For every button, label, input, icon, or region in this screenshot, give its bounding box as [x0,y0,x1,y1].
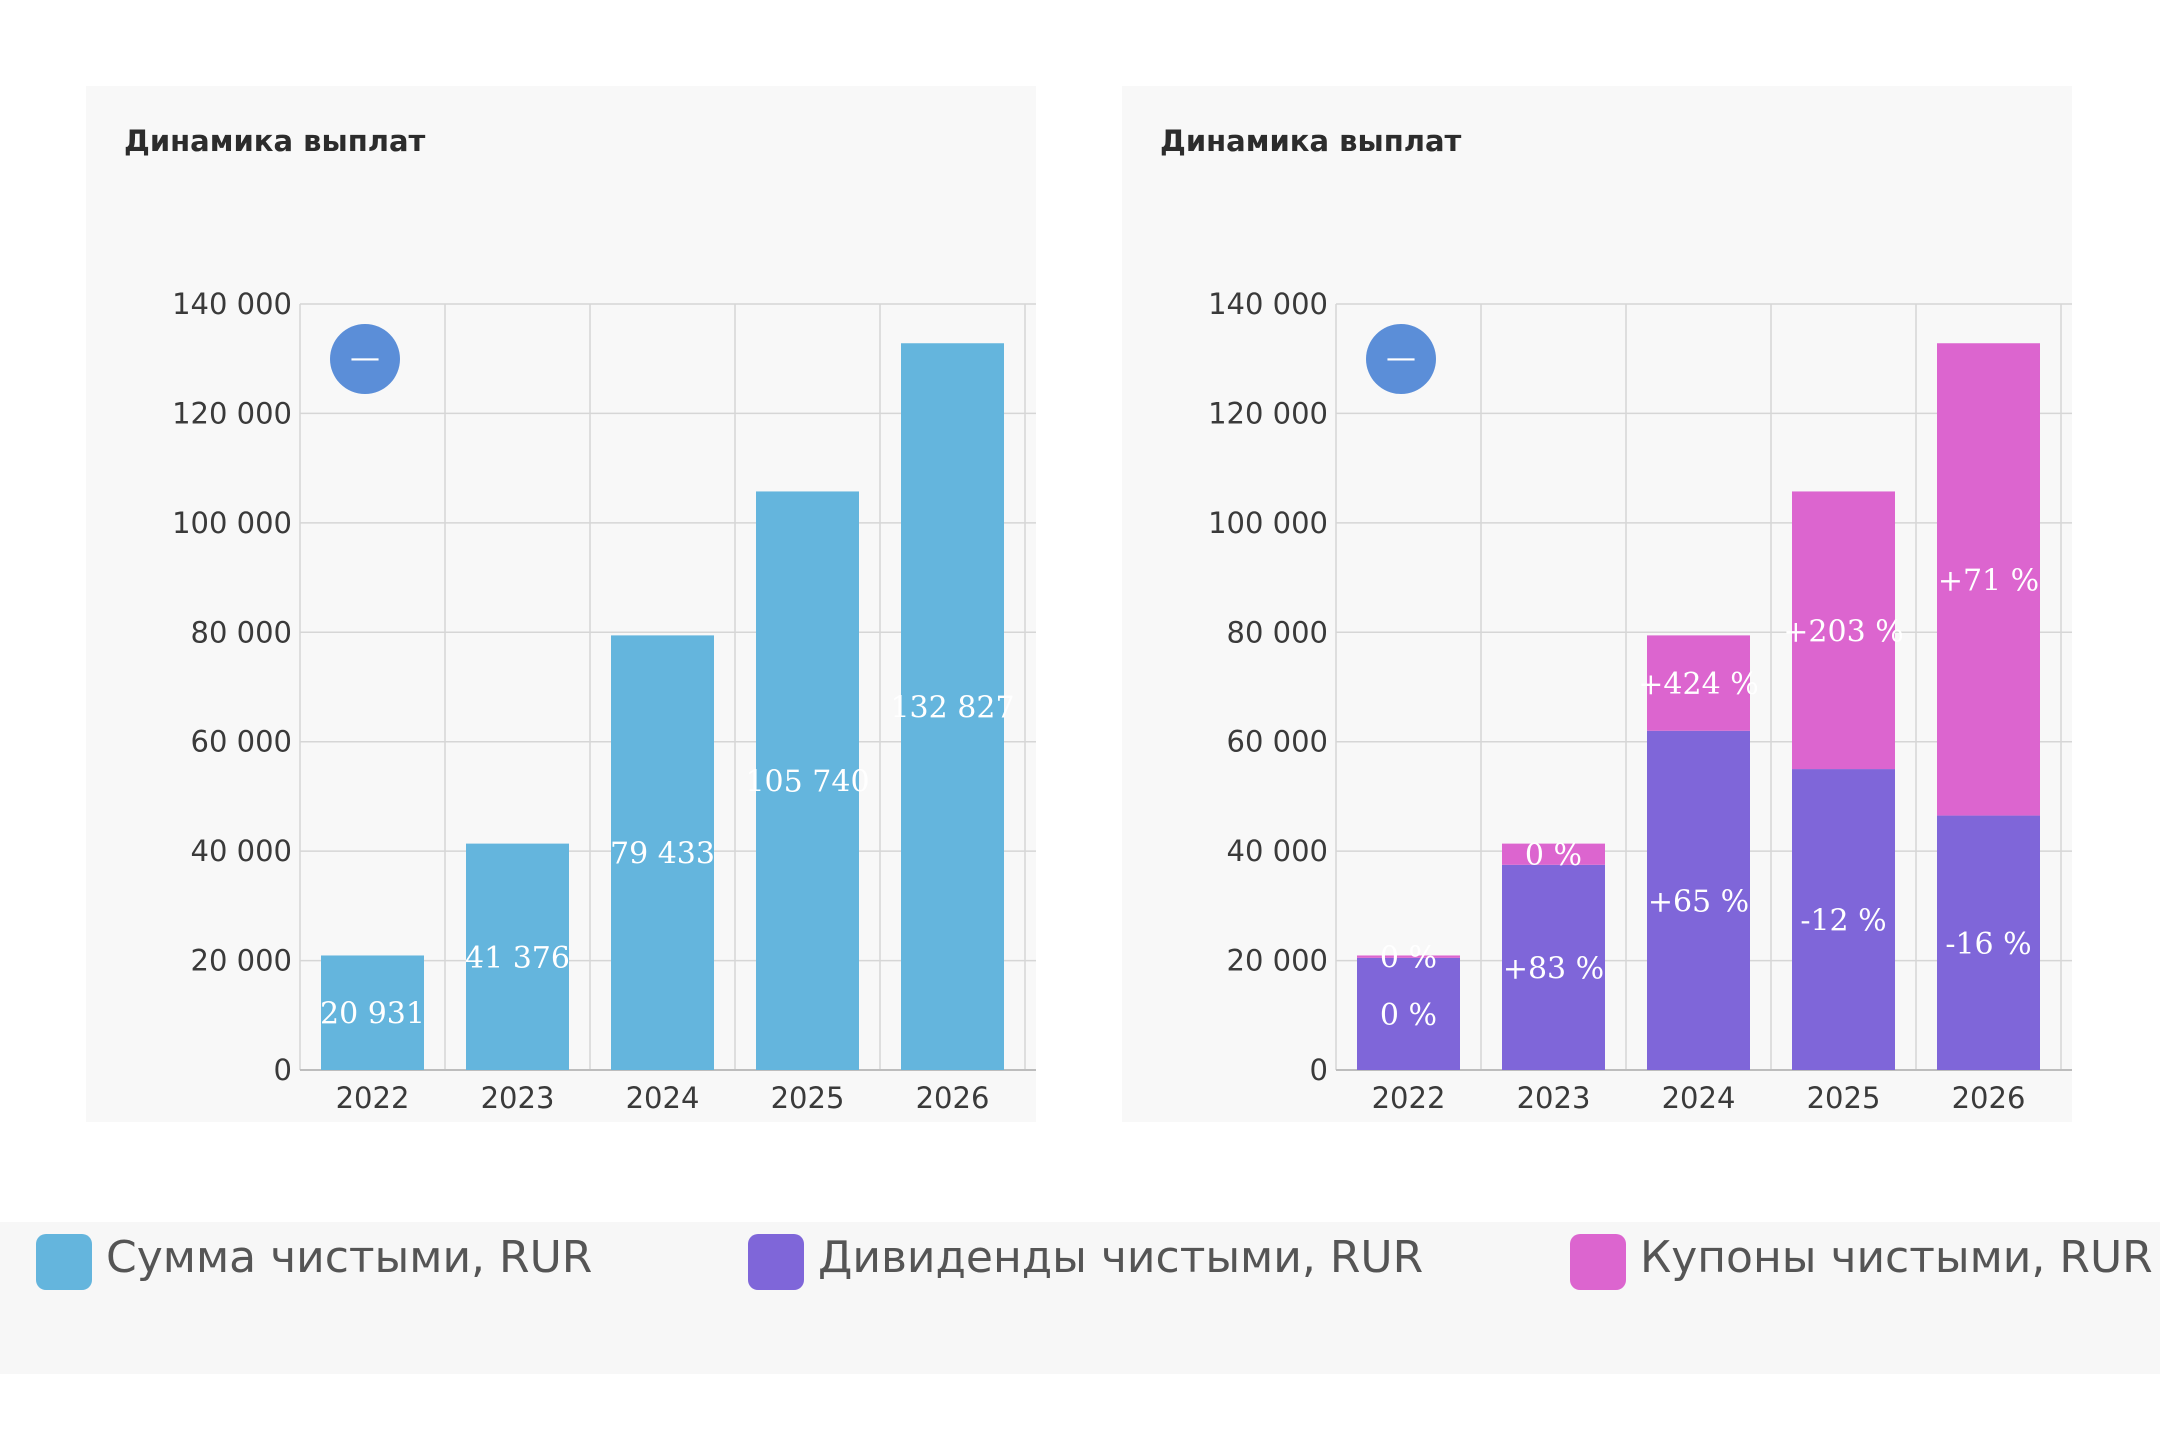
data-label-dividends: +83 % [1503,951,1604,986]
data-label-dividends: +65 % [1648,884,1749,919]
y-tick-label: 0 [1310,1053,1328,1087]
data-label-total: 79 433 [610,837,715,872]
y-tick-label: 60 000 [1227,725,1328,759]
stacked-bar-chart-breakdown: 0 20 000 40 000 60 000 80 000 100 000 120 000 1… [1208,287,2072,1115]
bar-total [901,343,1004,1070]
y-tick-label: 40 000 [191,834,292,868]
bar-coupons [1792,491,1895,770]
minus-icon: — [350,341,380,376]
zoom-button-circle [330,324,400,394]
bar-dividends [1937,815,2040,1070]
bar-dividends [1647,730,1750,1070]
chart-panel-total: Динамика выплат 0 20 000 40 000 60 000 80 00… [86,86,1036,1122]
y-tick-label: 60 000 [191,725,292,759]
legend-swatch-coupons [1570,1234,1626,1290]
bar-coupons [1937,343,2040,816]
x-tick-label: 2023 [1517,1081,1591,1115]
legend-label-dividends: Дивиденды чистыми, RUR [818,1232,1424,1283]
y-tick-label: 100 000 [1208,506,1328,540]
y-tick-label: 80 000 [1227,615,1328,649]
data-label-dividends: 0 % [1380,998,1437,1033]
bar-total [321,955,424,1070]
x-tick-label: 2026 [1952,1081,2026,1115]
data-label-total: 20 931 [320,997,425,1032]
y-tick-label: 120 000 [172,396,292,430]
y-tick-label: 20 000 [1227,944,1328,978]
zoom-out-button[interactable]: — [1366,324,1436,394]
legend-label-total: Сумма чистыми, RUR [106,1232,593,1283]
bar-total [756,491,859,1070]
chart-title: Динамика выплат [1160,124,1462,158]
x-tick-label: 2025 [771,1081,845,1115]
bar-total [466,843,569,1070]
legend-swatch-total [36,1234,92,1290]
y-tick-label: 120 000 [1208,396,1328,430]
data-label-total: 132 827 [890,691,1014,726]
y-tick-label: 20 000 [191,944,292,978]
legend-swatch-dividends [748,1234,804,1290]
bar-coupons [1502,843,1605,865]
zoom-out-button[interactable]: — [330,324,400,394]
x-tick-label: 2025 [1807,1081,1881,1115]
bar-coupons [1357,955,1460,958]
data-label-dividends: -12 % [1800,904,1886,939]
data-label-coupons: +71 % [1938,563,2039,598]
data-label-coupons: 0 % [1380,941,1437,976]
bar-dividends [1357,957,1460,1070]
bar-chart-total: 0 20 000 40 000 60 000 80 000 100 000 120 000 1… [172,287,1036,1115]
bar-dividends [1792,769,1895,1070]
bar-coupons [1647,635,1750,731]
legend-label-coupons: Купоны чистыми, RUR [1640,1232,2153,1283]
zoom-button-circle [1366,324,1436,394]
legend: Сумма чистыми, RUR Дивиденды чистыми, RU… [0,1222,2160,1374]
data-label-total: 41 376 [465,941,570,976]
x-tick-label: 2022 [1372,1081,1446,1115]
bar-dividends [1502,864,1605,1070]
x-tick-label: 2024 [1662,1081,1736,1115]
x-tick-label: 2026 [916,1081,990,1115]
data-label-dividends: -16 % [1945,927,2031,962]
data-label-coupons: 0 % [1525,838,1582,873]
chart-title: Динамика выплат [124,124,426,158]
data-label-total: 105 740 [745,765,869,800]
y-tick-label: 100 000 [172,506,292,540]
data-label-coupons: +424 % [1638,667,1758,702]
data-label-coupons: +203 % [1783,614,1903,649]
y-tick-label: 140 000 [1208,287,1328,321]
y-tick-label: 80 000 [191,615,292,649]
minus-icon: — [1386,341,1416,376]
x-tick-label: 2022 [336,1081,410,1115]
y-tick-label: 0 [274,1053,292,1087]
y-tick-label: 40 000 [1227,834,1328,868]
chart-panel-breakdown: Динамика выплат 0 20 000 40 000 60 000 80 00… [1122,86,2072,1122]
x-tick-label: 2024 [626,1081,700,1115]
bar-total [611,635,714,1070]
y-tick-label: 140 000 [172,287,292,321]
x-tick-label: 2023 [481,1081,555,1115]
